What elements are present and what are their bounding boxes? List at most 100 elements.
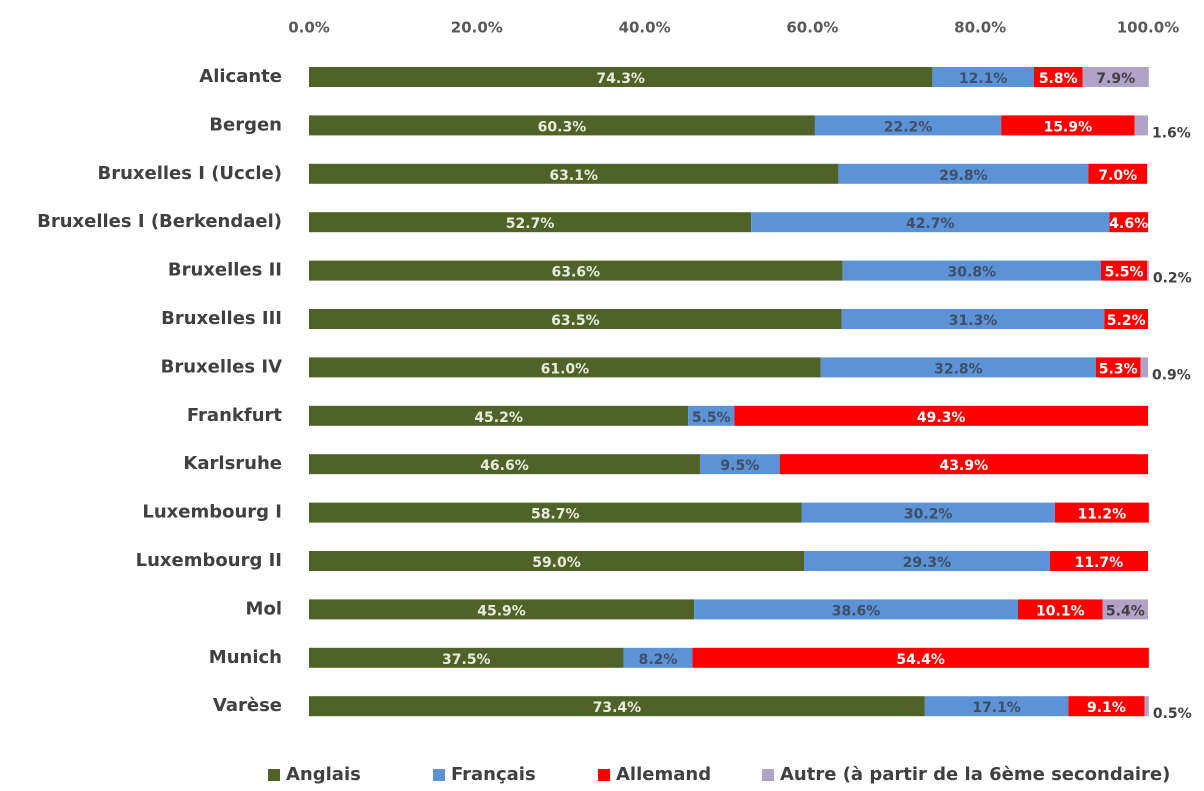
bar-segment bbox=[623, 647, 693, 668]
bar-segment bbox=[1088, 163, 1148, 184]
value-label: 29.8% bbox=[939, 168, 988, 184]
value-label: 38.6% bbox=[832, 603, 881, 619]
bar-segment bbox=[1102, 599, 1148, 620]
value-label: 8.2% bbox=[639, 652, 678, 668]
bar-segment bbox=[1104, 309, 1148, 329]
bar-segment bbox=[309, 405, 689, 426]
bar-segment bbox=[1147, 260, 1149, 281]
x-tick-label: 60.0% bbox=[786, 19, 838, 37]
value-label: 22.2% bbox=[884, 119, 933, 135]
category-label: Bruxelles I (Berkendael) bbox=[37, 211, 282, 232]
legend-swatch bbox=[762, 769, 774, 781]
legend-swatch bbox=[598, 769, 610, 781]
bar-segment bbox=[1109, 212, 1148, 233]
value-label: 17.1% bbox=[972, 700, 1021, 716]
bar-segment bbox=[820, 357, 1096, 378]
value-label: 30.8% bbox=[948, 265, 997, 281]
value-label: 60.3% bbox=[538, 119, 587, 135]
bar-segment bbox=[309, 502, 802, 523]
bar-segment bbox=[1144, 696, 1149, 717]
value-label: 5.3% bbox=[1099, 361, 1138, 377]
bar-segment bbox=[924, 696, 1069, 717]
bar-segment bbox=[841, 309, 1105, 329]
x-tick-label: 40.0% bbox=[619, 19, 671, 37]
bar-segment bbox=[932, 67, 1034, 87]
value-label: 12.1% bbox=[959, 71, 1008, 87]
value-label: 1.6% bbox=[1152, 125, 1191, 141]
value-label: 37.5% bbox=[442, 652, 491, 668]
legend-swatch bbox=[268, 769, 280, 781]
bar-segment bbox=[1001, 115, 1135, 136]
bar-segment bbox=[1049, 551, 1148, 571]
category-label: Munich bbox=[209, 647, 282, 668]
value-label: 11.7% bbox=[1075, 555, 1124, 571]
value-label: 43.9% bbox=[940, 458, 989, 474]
category-label: Bruxelles I (Uccle) bbox=[97, 163, 282, 184]
value-label: 5.8% bbox=[1039, 71, 1078, 87]
value-label: 59.0% bbox=[532, 555, 581, 571]
category-label: Bruxelles II bbox=[168, 260, 282, 281]
category-label: Varèse bbox=[213, 695, 282, 716]
value-label: 63.6% bbox=[552, 265, 601, 281]
value-label: 10.1% bbox=[1036, 603, 1085, 619]
value-label: 31.3% bbox=[949, 313, 998, 329]
value-label: 15.9% bbox=[1044, 119, 1093, 135]
value-label: 4.6% bbox=[1109, 216, 1148, 232]
value-label: 5.4% bbox=[1106, 603, 1145, 619]
bar-segment bbox=[309, 115, 815, 136]
bar-segment bbox=[1017, 599, 1103, 620]
category-label: Luxembourg I bbox=[142, 502, 282, 523]
bar-segment bbox=[1054, 502, 1149, 523]
value-label: 42.7% bbox=[906, 216, 955, 232]
x-tick-label: 0.0% bbox=[288, 19, 330, 37]
category-label: Mol bbox=[246, 598, 282, 619]
legend-label: Français bbox=[451, 764, 536, 785]
bar-segment bbox=[309, 551, 805, 571]
bar-segment bbox=[1134, 115, 1148, 136]
value-label: 49.3% bbox=[917, 410, 966, 426]
legend-label: Allemand bbox=[616, 764, 711, 785]
value-label: 11.2% bbox=[1078, 507, 1127, 523]
category-label: Bruxelles IV bbox=[161, 356, 282, 377]
bar-segment bbox=[1068, 696, 1145, 717]
bar-segment bbox=[1033, 67, 1083, 87]
value-label: 9.1% bbox=[1087, 700, 1126, 716]
bar-segment bbox=[309, 212, 752, 233]
x-tick-label: 100.0% bbox=[1117, 19, 1179, 37]
category-label: Alicante bbox=[199, 66, 282, 87]
bar-segment bbox=[814, 115, 1002, 136]
bar-segment bbox=[688, 405, 735, 426]
bar-segment bbox=[309, 647, 624, 668]
bar-segment bbox=[779, 454, 1148, 475]
bar-segment bbox=[309, 67, 933, 87]
bar-segment bbox=[1101, 260, 1148, 281]
bar-segment bbox=[842, 260, 1102, 281]
category-label: Bergen bbox=[209, 114, 282, 135]
value-label: 58.7% bbox=[531, 507, 580, 523]
bar-segment bbox=[734, 405, 1148, 426]
bar-segment bbox=[1095, 357, 1141, 378]
bar-segment bbox=[692, 647, 1149, 668]
bar-segment bbox=[309, 599, 695, 620]
value-label: 7.9% bbox=[1096, 71, 1135, 87]
bar-segment bbox=[309, 357, 821, 378]
bar-segment bbox=[801, 502, 1055, 523]
value-label: 54.4% bbox=[896, 652, 945, 668]
value-label: 61.0% bbox=[541, 361, 590, 377]
x-tick-label: 80.0% bbox=[954, 19, 1006, 37]
value-label: 30.2% bbox=[904, 507, 953, 523]
value-label: 74.3% bbox=[596, 71, 645, 87]
bar-segment bbox=[838, 163, 1089, 184]
category-label: Luxembourg II bbox=[136, 550, 282, 571]
value-label: 46.6% bbox=[480, 458, 529, 474]
bar-segment bbox=[309, 260, 843, 281]
bar-segment bbox=[309, 454, 700, 475]
bar-segment bbox=[699, 454, 780, 475]
value-label: 45.2% bbox=[474, 410, 523, 426]
value-label: 7.0% bbox=[1098, 168, 1137, 184]
value-label: 63.1% bbox=[549, 168, 598, 184]
bar-segment bbox=[751, 212, 1110, 233]
value-label: 9.5% bbox=[720, 458, 759, 474]
value-label: 5.2% bbox=[1107, 313, 1146, 329]
